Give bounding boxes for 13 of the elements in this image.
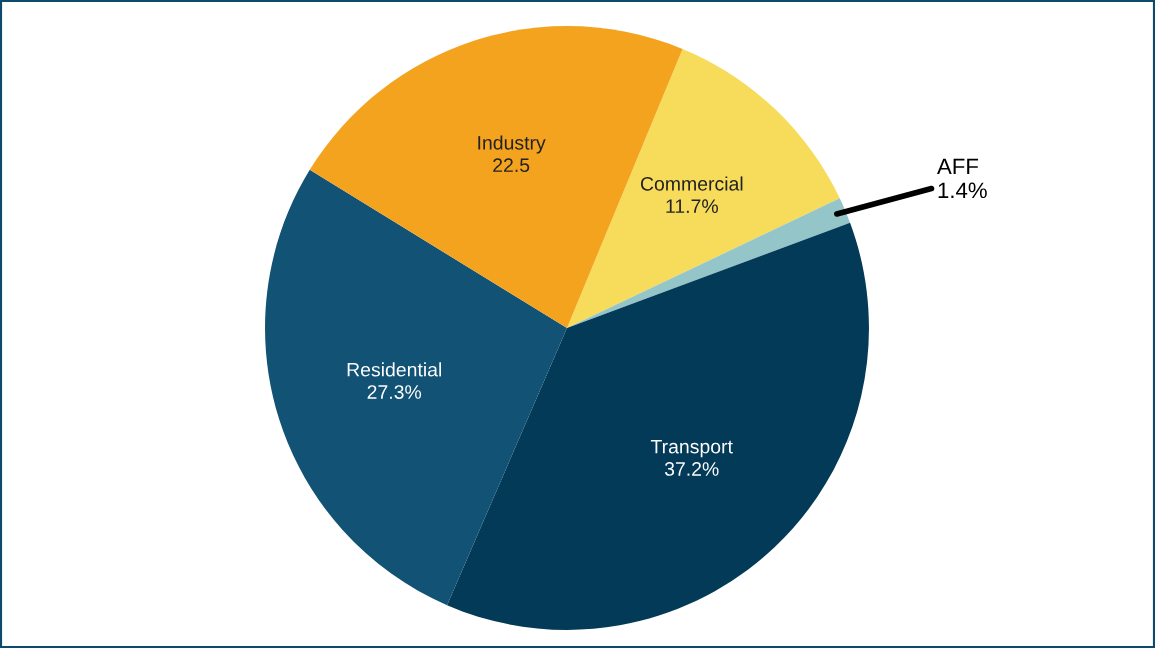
data-label: 1.4% [938,182,987,199]
slice-label: Transport [650,439,733,458]
slice-label: Industry [478,135,546,154]
data-label: 22.5 [493,158,530,173]
slice-label: Residential [347,362,442,377]
data-label: 27.3% [367,385,422,399]
slice-label: Commercial [640,176,743,191]
slice-label: AFF [937,158,979,175]
pie-slice [567,198,851,328]
data-label: 37.2% [664,462,719,476]
pie-slice [567,49,840,328]
data-label: 11.7% [666,199,718,213]
pie-slice [447,222,869,630]
